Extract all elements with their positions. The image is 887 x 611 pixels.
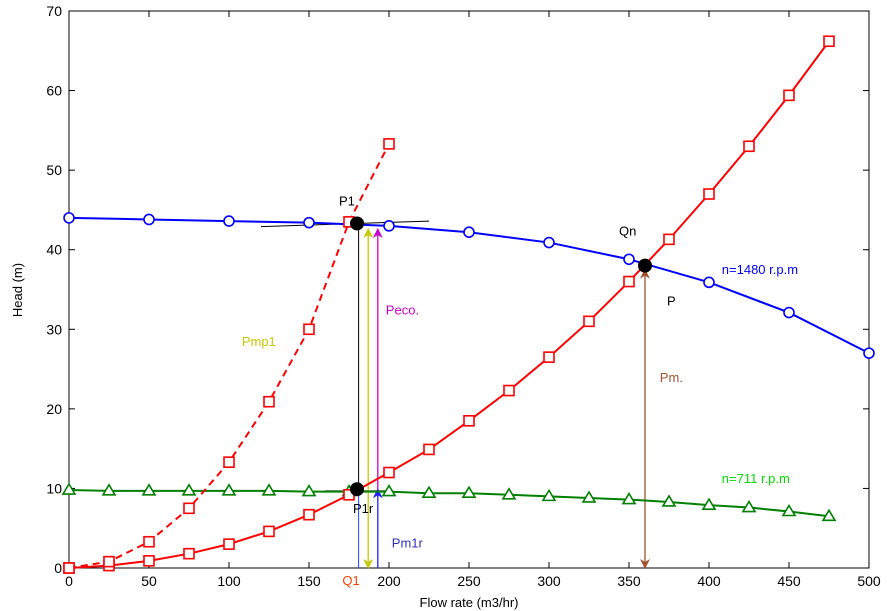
x-tick-label: 0 (65, 573, 73, 589)
y-tick-label: 60 (46, 83, 62, 99)
data-point (101, 483, 117, 496)
data-point (223, 538, 235, 550)
data-point (623, 275, 635, 288)
annotation-label: n=1480 r.p.m (722, 262, 798, 277)
axis-ticks: 0 50 100 150 200 250 300 350 400 450 500 0 10 20 30 40 5… (46, 3, 880, 589)
data-point (181, 483, 197, 496)
data-point (461, 485, 477, 499)
x-tick-label: 400 (697, 573, 721, 589)
data-point (381, 484, 397, 497)
data-point (421, 485, 437, 499)
data-point (143, 213, 155, 226)
data-point (61, 482, 77, 495)
x-axis-label: Flow rate (m3/hr) (420, 595, 519, 610)
point-label: P1 (339, 193, 355, 208)
data-point (503, 384, 515, 397)
y-tick-label: 50 (46, 162, 62, 178)
annotations: Pmp1 Peco. Pm. Pm1r n=1480 r.p.m n=711 r.p.m Q… (242, 262, 798, 588)
data-point (63, 562, 75, 574)
data-point (383, 466, 395, 479)
data-point (701, 497, 717, 510)
x-tick-label: 450 (777, 573, 801, 589)
y-tick-label: 0 (54, 560, 62, 576)
data-point (301, 484, 317, 497)
y-tick-label: 70 (46, 3, 62, 19)
data-point (741, 499, 757, 513)
chart-series (61, 35, 875, 574)
data-point (543, 236, 555, 249)
annotation-label: Peco. (386, 302, 419, 317)
data-point (621, 492, 637, 505)
data-point (543, 351, 555, 363)
data-point (423, 443, 435, 456)
point-label: Qn (619, 224, 636, 239)
x-tick-label: 50 (141, 573, 157, 589)
data-point (183, 547, 195, 560)
data-point (703, 276, 715, 289)
data-point (663, 233, 675, 246)
x-tick-label: 200 (377, 573, 401, 589)
data-point (223, 215, 235, 227)
data-point (223, 456, 235, 468)
data-point (821, 508, 837, 522)
data-point (863, 347, 875, 359)
data-point (661, 494, 677, 507)
data-point (303, 323, 315, 336)
x-tick-label: 100 (217, 573, 241, 589)
data-point (583, 315, 595, 328)
data-point (541, 488, 557, 502)
point-label: P (667, 294, 676, 309)
x-tick-label: 300 (537, 573, 561, 589)
data-point (743, 140, 755, 153)
x-tick-label: 500 (857, 573, 881, 589)
data-point (221, 483, 237, 496)
x-tick-label: 150 (297, 573, 321, 589)
data-point (781, 503, 797, 517)
data-point (463, 226, 475, 239)
data-point (63, 212, 75, 224)
data-point (623, 253, 635, 266)
series-line (68, 40, 830, 569)
data-point (103, 555, 115, 568)
data-point (263, 525, 275, 538)
data-point (183, 502, 195, 515)
y-tick-label: 20 (46, 401, 62, 417)
data-point (463, 414, 475, 427)
data-point (143, 535, 155, 548)
operating-point (350, 216, 364, 231)
x-tick-label: 350 (617, 573, 641, 589)
data-point (581, 490, 597, 503)
operating-point (638, 258, 652, 273)
annotation-label: Pm1r (392, 536, 424, 551)
y-tick-label: 40 (46, 242, 62, 258)
annotation-label: n=711 r.p.m (722, 471, 790, 486)
y-axis-label: Head (m) (10, 263, 25, 317)
point-label: P1r (353, 501, 374, 516)
x-tick-label: 250 (457, 573, 481, 589)
data-point (143, 555, 155, 567)
data-point (383, 138, 395, 150)
series-line (68, 489, 830, 518)
operating-point (350, 482, 364, 497)
plot-area (68, 10, 870, 569)
data-point (303, 216, 315, 229)
y-tick-label: 10 (46, 480, 62, 496)
annotation-label: Pmp1 (242, 334, 276, 349)
data-point (141, 483, 157, 496)
data-point (383, 220, 395, 232)
data-point (703, 188, 715, 200)
annotation-label: Q1 (342, 573, 359, 588)
data-point (823, 35, 835, 48)
data-point (783, 306, 795, 319)
data-point (263, 395, 275, 408)
data-point (303, 508, 315, 521)
data-point (501, 487, 517, 500)
y-tick-label: 30 (46, 321, 62, 337)
data-point (783, 89, 795, 102)
annotation-label: Pm. (660, 370, 683, 385)
data-point (261, 483, 277, 496)
operating-points: P1 P1r P Qn (339, 193, 676, 516)
